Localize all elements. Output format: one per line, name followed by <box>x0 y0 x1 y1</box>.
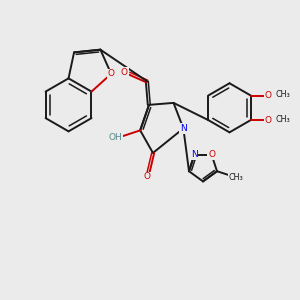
Text: CH₃: CH₃ <box>275 90 290 99</box>
Text: O: O <box>265 116 272 124</box>
Text: OH: OH <box>108 133 122 142</box>
Text: O: O <box>108 69 115 78</box>
Text: O: O <box>144 172 151 181</box>
Text: O: O <box>208 150 215 159</box>
Text: O: O <box>121 68 128 77</box>
Text: O: O <box>265 91 272 100</box>
Text: CH₃: CH₃ <box>275 115 290 124</box>
Text: N: N <box>191 150 198 159</box>
Text: CH₃: CH₃ <box>228 173 243 182</box>
Text: N: N <box>180 124 187 133</box>
